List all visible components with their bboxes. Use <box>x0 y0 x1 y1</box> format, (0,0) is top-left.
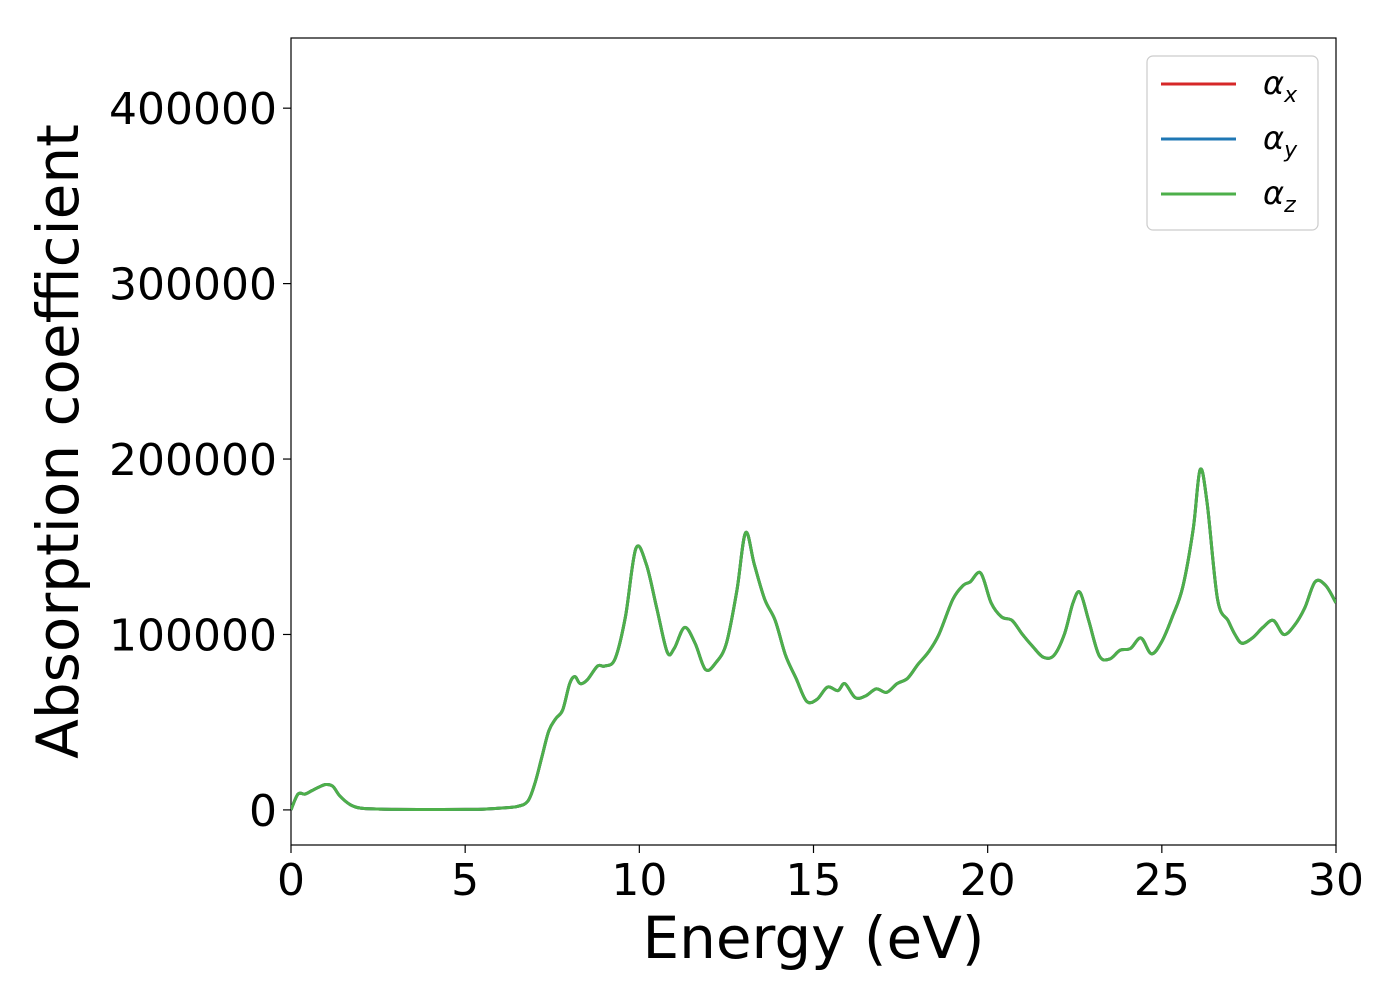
y-axis-label: Absorption coefficient <box>24 124 92 759</box>
y-tick-label: 0 <box>249 786 277 837</box>
x-tick-label: 25 <box>1134 855 1190 906</box>
x-tick-label: 20 <box>960 855 1016 906</box>
x-tick-label: 5 <box>451 855 479 906</box>
x-tick-label: 15 <box>786 855 842 906</box>
legend-item-alpha-y: αy <box>1161 119 1298 163</box>
legend-label: αx <box>1263 64 1298 108</box>
series-line-alpha-z <box>291 467 1336 812</box>
y-tick-label: 300000 <box>109 260 277 311</box>
legend-item-alpha-x: αx <box>1161 64 1298 108</box>
x-tick-label: 0 <box>277 855 305 906</box>
y-axis-ticks: 0 100000 200000 300000 400000 <box>109 84 291 837</box>
series-layer <box>291 467 1336 812</box>
x-axis-label: Energy (eV) <box>642 904 984 972</box>
legend: αx αy αz <box>1146 55 1319 231</box>
y-tick-label: 400000 <box>109 84 277 135</box>
y-tick-label: 200000 <box>109 435 277 486</box>
y-tick-label: 100000 <box>109 610 277 661</box>
legend-label: αz <box>1263 174 1296 218</box>
x-axis-ticks: 0 5 10 15 20 25 30 <box>277 845 1364 906</box>
legend-box <box>1146 55 1319 231</box>
legend-item-alpha-z: αz <box>1161 174 1296 218</box>
x-tick-label: 30 <box>1308 855 1364 906</box>
series-line-alpha-y <box>291 467 1336 812</box>
legend-items: αx αy αz <box>1161 64 1298 218</box>
x-tick-label: 10 <box>611 855 667 906</box>
series-line-alpha-x <box>291 467 1336 812</box>
legend-label: αy <box>1263 119 1298 163</box>
